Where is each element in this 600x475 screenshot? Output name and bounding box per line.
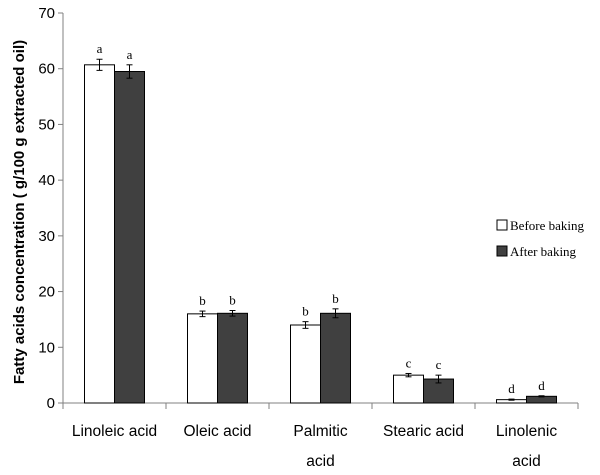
y-tick-label: 70 (38, 5, 55, 22)
bar-after (320, 312, 351, 404)
significance-letter: c (406, 355, 412, 370)
x-category-label: acid (512, 453, 540, 470)
x-category-label: Palmitic (293, 423, 348, 440)
y-tick-label: 60 (38, 61, 55, 78)
bar-before (84, 64, 115, 404)
significance-letter: b (229, 293, 236, 308)
category-labels: Linoleic acid Oleic acid Palmitic acid Stear… (72, 423, 557, 470)
bar-after (217, 312, 248, 404)
x-category-label: Linoleic acid (72, 423, 157, 440)
significance-letter: a (97, 41, 103, 56)
significance-letter: b (199, 293, 206, 308)
axes: 0 10 20 30 40 50 60 70 (38, 5, 579, 412)
y-tick-label: 30 (38, 228, 55, 245)
y-tick-label: 0 (47, 395, 55, 412)
legend-swatch (496, 219, 508, 231)
bars: a a b b b b c c d d (84, 41, 557, 404)
significance-letter: a (127, 47, 133, 62)
y-tick-label: 50 (38, 116, 55, 133)
bar-after (114, 71, 145, 404)
significance-letter: c (436, 357, 442, 372)
x-category-label: Oleic acid (183, 423, 251, 440)
y-tick-label: 20 (38, 284, 55, 301)
y-tick-label: 40 (38, 172, 55, 189)
significance-letter: b (332, 291, 339, 306)
x-category-label: Stearic acid (383, 423, 464, 440)
significance-letter: b (302, 304, 309, 319)
legend: Before baking After baking (496, 218, 585, 259)
significance-letter: d (508, 381, 515, 396)
x-category-label: acid (306, 453, 334, 470)
bar-before (187, 313, 218, 404)
bar-before (290, 324, 321, 404)
x-category-label: Linolenic (496, 423, 557, 440)
legend-label: After baking (510, 244, 577, 259)
legend-label: Before baking (510, 218, 585, 233)
y-tick-label: 10 (38, 339, 55, 356)
significance-letter: d (538, 378, 545, 393)
y-axis-label: Fatty acids concentration ( g/100 g extr… (11, 40, 28, 384)
bar-before (393, 374, 424, 404)
legend-swatch (496, 245, 508, 257)
